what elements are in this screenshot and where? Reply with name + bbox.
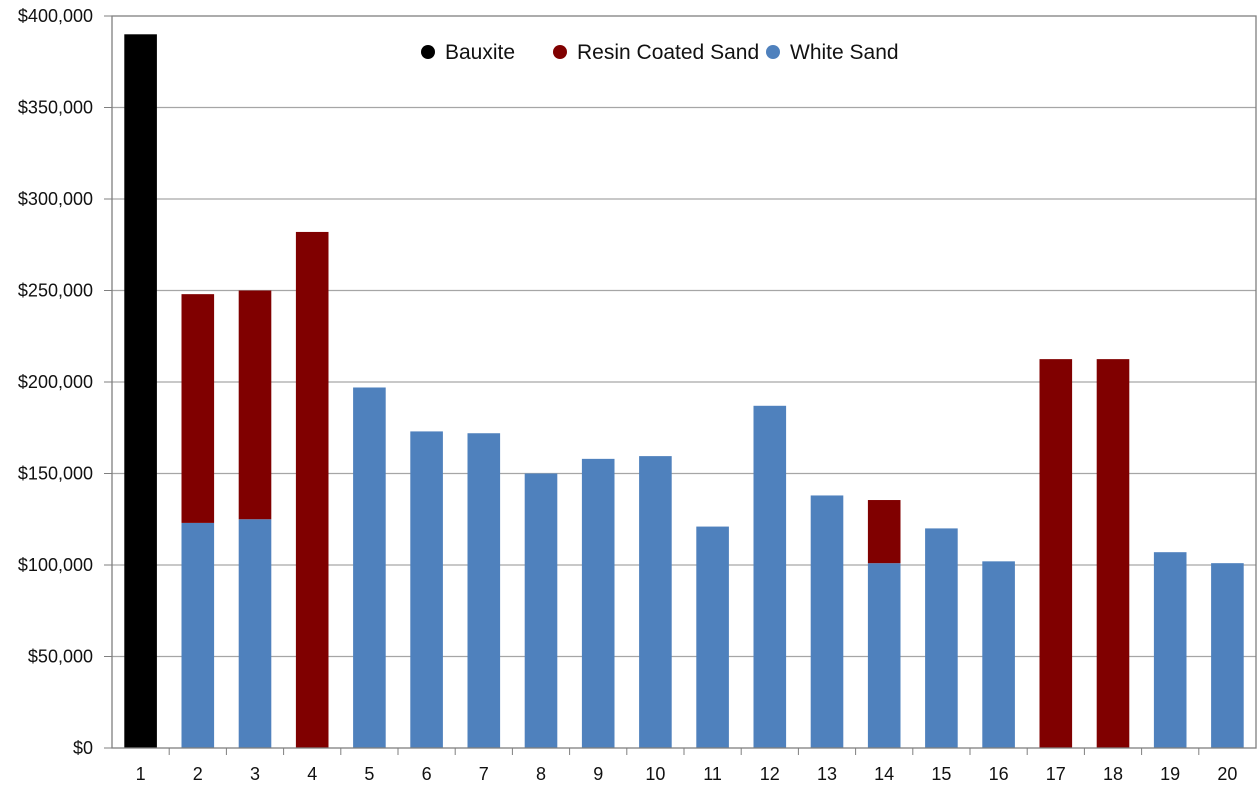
bar-white-sand [696, 526, 729, 748]
x-tick-label: 7 [479, 764, 489, 784]
bar-resin-coated-sand [1096, 359, 1130, 748]
x-tick-label: 4 [307, 764, 317, 784]
y-tick-label: $250,000 [18, 281, 93, 301]
bar-layer [124, 34, 1244, 749]
x-tick-label: 15 [931, 764, 951, 784]
bar-white-sand [982, 561, 1015, 748]
x-tick-label: 16 [989, 764, 1009, 784]
legend-marker [553, 45, 567, 59]
y-tick-label: $150,000 [18, 464, 93, 484]
bar-white-sand [581, 458, 615, 748]
x-tick-label: 6 [422, 764, 432, 784]
bar-white-sand [524, 473, 558, 748]
x-tick-label: 19 [1160, 764, 1180, 784]
y-tick-label: $400,000 [18, 6, 93, 26]
bar-white-sand [753, 405, 787, 748]
bar-bauxite [124, 34, 157, 749]
bar-resin-coated-sand [295, 231, 329, 748]
legend: Bauxite Resin Coated Sand White Sand [421, 41, 899, 64]
bar-resin-coated-sand [867, 500, 901, 564]
x-tick-label: 11 [703, 764, 722, 784]
bar-white-sand [238, 519, 272, 748]
plot-frame [111, 15, 1257, 749]
y-tick-label: $300,000 [18, 189, 93, 209]
legend-item: Bauxite [421, 41, 515, 64]
legend-label: Resin Coated Sand [577, 41, 759, 64]
x-tick-label: 3 [250, 764, 260, 784]
legend-label: White Sand [790, 41, 899, 64]
x-tick-label: 8 [536, 764, 546, 784]
bar-white-sand [353, 387, 386, 748]
bar-white-sand [467, 433, 501, 748]
legend-label: Bauxite [445, 41, 515, 64]
legend-marker [766, 45, 780, 59]
x-tick-label: 1 [136, 764, 146, 784]
bar-white-sand [925, 528, 958, 748]
bar-resin-coated-sand [181, 294, 215, 523]
x-tick-label: 20 [1217, 764, 1237, 784]
x-tick-label: 9 [593, 764, 603, 784]
bar-resin-coated-sand [238, 290, 272, 520]
bar-white-sand [1211, 563, 1244, 748]
bar-white-sand [181, 522, 215, 748]
bar-white-sand [810, 495, 844, 748]
bar-white-sand [867, 563, 901, 748]
bar-white-sand [410, 431, 443, 748]
bar-white-sand [639, 456, 672, 748]
x-tick-label: 5 [364, 764, 374, 784]
x-tick-label: 14 [874, 764, 894, 784]
axis-layer: $0 $50,000 $100,000 $150,000 $200,000 $250,00… [18, 6, 1257, 784]
legend-item: Resin Coated Sand [553, 41, 759, 64]
y-tick-label: $0 [73, 738, 93, 758]
y-tick-label: $200,000 [18, 372, 93, 392]
y-tick-label: $50,000 [28, 647, 93, 667]
y-tick-label: $350,000 [18, 98, 93, 118]
x-tick-label: 18 [1103, 764, 1123, 784]
legend-marker [421, 45, 435, 59]
legend-item: White Sand [766, 41, 899, 64]
x-tick-label: 2 [193, 764, 203, 784]
bar-white-sand [1153, 552, 1187, 748]
x-tick-label: 12 [760, 764, 780, 784]
x-tick-label: 10 [645, 764, 665, 784]
x-tick-label: 13 [817, 764, 837, 784]
grid-layer [112, 106, 1256, 658]
x-tick-label: 17 [1046, 764, 1066, 784]
y-tick-label: $100,000 [18, 555, 93, 575]
bar-resin-coated-sand [1039, 359, 1073, 748]
